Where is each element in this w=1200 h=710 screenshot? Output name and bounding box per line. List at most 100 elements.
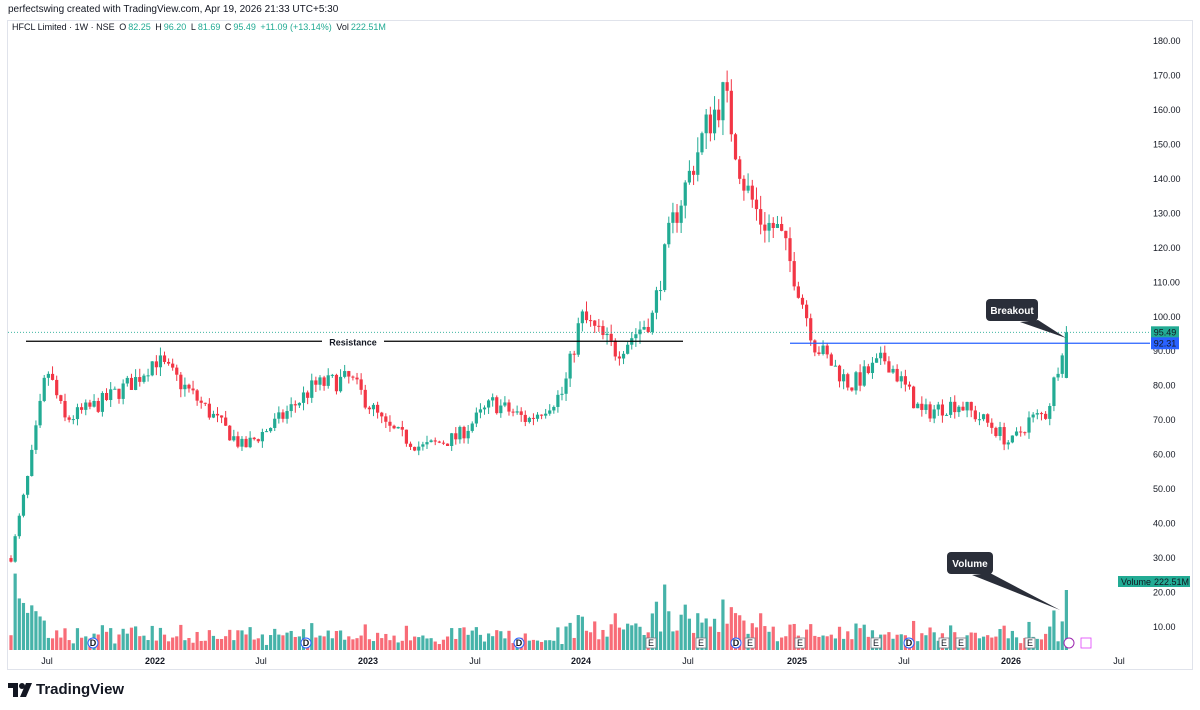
volume-bar — [1044, 633, 1048, 650]
dividend-marker — [730, 637, 742, 649]
volume-bar — [990, 637, 994, 650]
open-value: 82.25 — [128, 22, 151, 32]
candle — [297, 402, 302, 406]
candle — [548, 410, 552, 414]
volume-bar — [759, 613, 763, 650]
volume-bar — [199, 640, 203, 650]
candle — [92, 400, 96, 407]
volume-bar — [1027, 621, 1031, 650]
volume-bar — [552, 640, 556, 650]
volume-bar — [775, 641, 780, 650]
candle — [462, 426, 466, 439]
candle — [759, 209, 763, 225]
candle — [792, 261, 796, 287]
dividend-marker-label: D — [516, 638, 523, 648]
candle — [470, 423, 474, 431]
volume-bar — [347, 636, 351, 650]
volume-bar — [466, 634, 470, 650]
volume-bar — [71, 643, 75, 650]
volume-bar — [679, 614, 683, 650]
volume-bar — [654, 601, 659, 650]
candle — [700, 133, 704, 153]
volume-bar — [367, 639, 371, 650]
volume-bar — [26, 612, 30, 650]
symbol-name: HFCL Limited · 1W · NSE — [12, 22, 115, 32]
candle — [671, 212, 675, 223]
volume-bar — [829, 634, 833, 650]
candle — [417, 446, 421, 451]
volume-bar — [507, 630, 511, 650]
volume-tag — [1118, 576, 1190, 587]
candle — [232, 436, 236, 441]
upcoming-earnings-marker — [1080, 637, 1092, 649]
volume-bar — [866, 636, 870, 650]
volume-bar — [700, 622, 704, 650]
candle — [269, 427, 273, 432]
candle — [55, 379, 59, 396]
candle — [80, 407, 84, 410]
volume-bar — [589, 632, 593, 650]
volume-bar — [613, 613, 617, 650]
volume-bar — [285, 632, 289, 650]
y-tick-label: 10.00 — [1153, 622, 1176, 632]
volume-bar — [813, 635, 817, 650]
candle — [642, 326, 646, 330]
candle — [654, 290, 659, 313]
y-tick-label: 60.00 — [1153, 450, 1176, 460]
candle — [1035, 413, 1039, 415]
volume-bar — [154, 640, 158, 650]
y-tick-label: 140.00 — [1153, 174, 1181, 184]
last-price-tag — [1151, 326, 1179, 339]
volume-bar — [539, 641, 544, 650]
candle — [560, 393, 564, 395]
candle — [829, 354, 833, 366]
volume-bar — [388, 640, 392, 650]
volume-bar — [712, 618, 717, 650]
candle — [998, 427, 1002, 436]
y-tick-label: 20.00 — [1153, 588, 1176, 598]
candle — [821, 345, 825, 354]
y-tick-label: 90.00 — [1153, 346, 1176, 356]
candle — [34, 425, 38, 450]
volume-bar — [708, 626, 712, 650]
volume-bar — [568, 622, 572, 650]
candle — [224, 417, 228, 426]
chart-frame[interactable] — [7, 20, 1193, 670]
volume-bar — [371, 641, 376, 650]
volume-legend-value: 222.51M — [350, 22, 386, 32]
dividend-marker — [300, 637, 312, 649]
tradingview-logo[interactable]: TradingView — [8, 681, 124, 698]
candle — [846, 374, 850, 388]
volume-bar — [310, 623, 314, 650]
x-tick-label: Jul — [255, 656, 267, 666]
candle — [38, 400, 42, 426]
volume-bar — [232, 640, 236, 650]
dividend-marker-label: D — [90, 638, 97, 648]
resistance-label-bg — [322, 334, 384, 349]
volume-bar — [252, 639, 256, 650]
volume-bar — [1035, 638, 1039, 650]
volume-bar — [491, 636, 495, 650]
volume-bar — [584, 630, 589, 650]
volume-bar — [499, 631, 503, 650]
volume-bar — [671, 631, 675, 650]
candle — [683, 182, 687, 206]
candle — [805, 304, 809, 319]
volume-callout-text: Volume — [952, 559, 988, 570]
candle — [293, 404, 297, 406]
candle — [129, 377, 134, 390]
candle — [899, 376, 903, 382]
price-chart[interactable]: 180.00 170.00 160.00 150.00 140.00 130.00 120.… — [0, 0, 1200, 672]
candle — [88, 402, 92, 407]
candle — [953, 401, 957, 413]
volume-bar — [763, 626, 767, 650]
candle — [936, 404, 940, 410]
volume-bar — [994, 636, 998, 650]
volume-bar — [104, 631, 109, 650]
candle — [392, 425, 396, 429]
candle — [1027, 417, 1031, 433]
earnings-marker — [1024, 637, 1036, 649]
candle — [30, 449, 34, 476]
candle — [712, 109, 717, 134]
candle — [203, 402, 207, 404]
